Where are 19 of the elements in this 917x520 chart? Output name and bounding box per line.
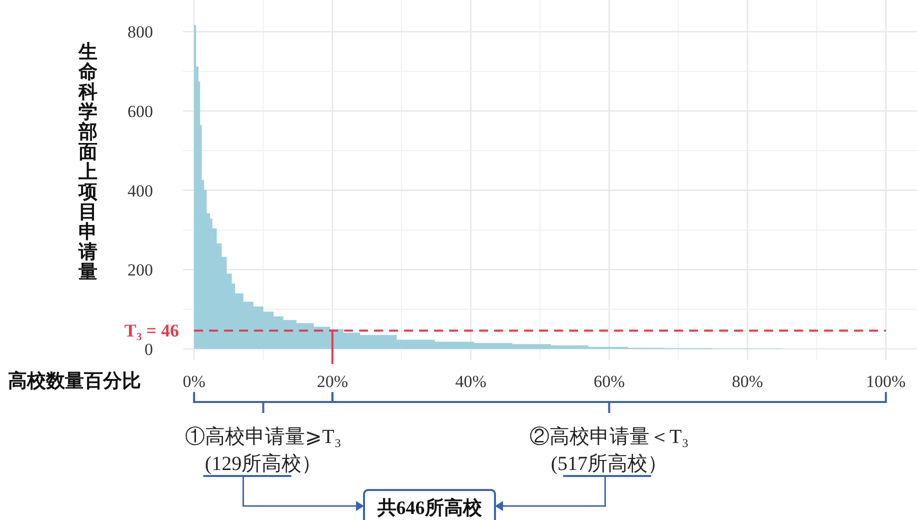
- y-tick-label: 600: [128, 102, 153, 122]
- x-tick-label: 60%: [594, 372, 625, 391]
- ref-line-label: T₃ = 46: [124, 320, 179, 341]
- x-axis-title: 高校数量百分比: [8, 370, 141, 392]
- text: 共646所高校: [376, 497, 483, 519]
- y-tick-label: 0: [144, 340, 153, 359]
- y-tick-label: 400: [128, 181, 153, 200]
- text: (129所高校）: [204, 452, 322, 475]
- text: ②高校申请量＜T₃: [530, 425, 689, 448]
- x-tick-label: 0%: [182, 372, 206, 391]
- text: ①高校申请量⩾T₃: [185, 425, 342, 448]
- x-tick-label: 40%: [455, 372, 486, 391]
- y-tick-label: 800: [128, 22, 153, 42]
- y-tick-label: 200: [128, 260, 153, 280]
- text: (517所高校）: [550, 452, 668, 475]
- x-tick-label: 80%: [732, 372, 764, 391]
- x-tick-label: 20%: [316, 372, 348, 391]
- x-tick-label: 100%: [866, 372, 906, 391]
- text: 生命科学部面上项目申请量: [78, 42, 98, 283]
